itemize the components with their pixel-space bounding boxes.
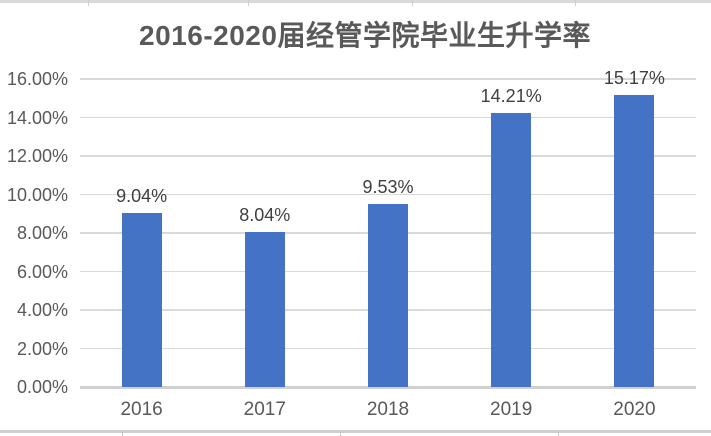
chart-title: 2016-2020届经管学院毕业生升学率: [139, 20, 591, 51]
data-label-2016: 9.04%: [116, 185, 168, 206]
gridline: [80, 193, 696, 195]
y-axis-tick-label: 0.00%: [16, 377, 68, 397]
y-axis-tick-label: 4.00%: [16, 300, 68, 320]
spreadsheet-cell-border: [412, 0, 413, 6]
spreadsheet-cell-border: [88, 0, 89, 6]
spreadsheet-cell-border: [248, 0, 249, 6]
gridline: [80, 116, 696, 118]
spreadsheet-cell-border: [340, 430, 341, 436]
y-axis-tick-label: 2.00%: [16, 338, 68, 359]
data-label-2020: 15.17%: [603, 67, 665, 88]
bar-2018[interactable]: [368, 203, 408, 387]
y-axis-tick-label: 8.00%: [16, 223, 68, 243]
x-axis-tick-label-2016: 2016: [120, 399, 163, 420]
x-axis-tick-label-2020: 2020: [613, 399, 656, 420]
spreadsheet-cell-border: [575, 0, 576, 6]
y-axis-tick-label: 12.00%: [6, 146, 68, 166]
spreadsheet-cell-border: [558, 430, 559, 436]
x-axis-tick-label-2019: 2019: [490, 399, 533, 420]
x-axis-tick-label-2018: 2018: [366, 399, 410, 420]
x-axis-line: [80, 386, 696, 389]
y-axis-tick-label: 10.00%: [6, 184, 68, 205]
gridline: [80, 78, 696, 80]
bar-2017[interactable]: [244, 232, 285, 387]
spreadsheet-gridline-bottom: [0, 430, 711, 433]
data-label-2019: 14.21%: [480, 86, 542, 107]
x-axis-tick-label-2017: 2017: [243, 399, 286, 420]
spreadsheet-cell-border: [122, 430, 123, 436]
data-label-2017: 8.04%: [239, 205, 291, 226]
y-axis-tick-label: 14.00%: [6, 107, 68, 128]
y-axis-tick-label: 6.00%: [16, 261, 68, 282]
bar-2020[interactable]: [614, 94, 655, 387]
y-axis-tick-label: 16.00%: [6, 69, 68, 89]
bar-2019[interactable]: [491, 113, 532, 387]
gridline: [80, 155, 696, 157]
bar-2016[interactable]: [121, 212, 162, 387]
spreadsheet-gridline-top: [0, 0, 711, 3]
data-label-2018: 9.53%: [362, 176, 414, 197]
